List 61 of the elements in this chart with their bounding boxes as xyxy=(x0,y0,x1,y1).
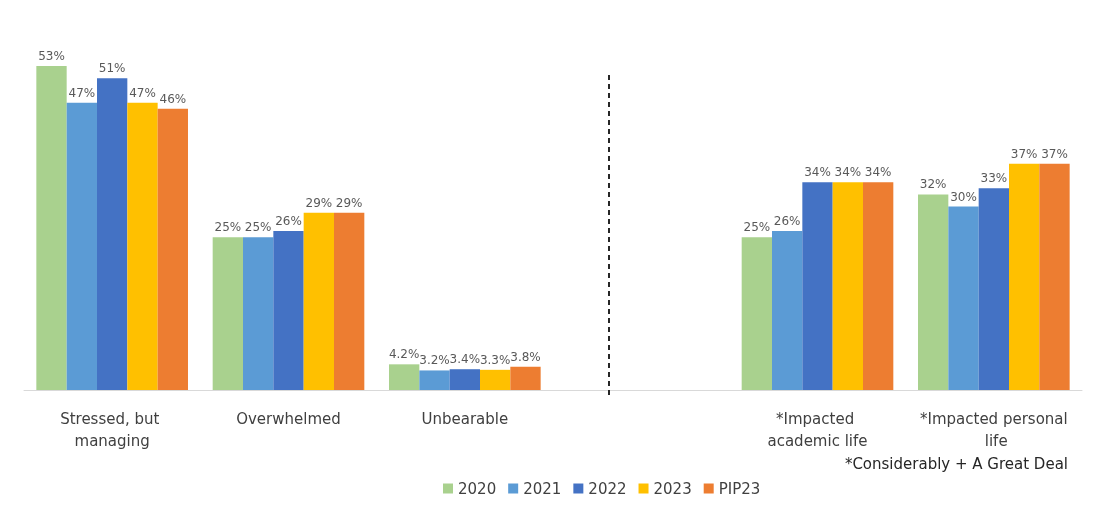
x-tick-label: *Impacted personal life xyxy=(920,410,1068,450)
bar xyxy=(243,237,274,390)
bar xyxy=(948,206,979,390)
legend-label: 2022 xyxy=(588,479,627,498)
bar xyxy=(449,369,480,390)
legend-label: 2023 xyxy=(653,479,692,498)
data-label: 47% xyxy=(129,85,156,100)
x-tick-label: Unbearable xyxy=(421,410,509,428)
data-label: 32% xyxy=(919,177,947,192)
bar xyxy=(802,182,833,390)
data-label: 3.8% xyxy=(510,349,541,364)
data-label: 51% xyxy=(98,61,126,76)
x-tick-label: *Impacted academic life xyxy=(767,410,868,450)
data-label: 29% xyxy=(305,195,333,210)
data-label: 25% xyxy=(743,220,771,235)
bar xyxy=(303,212,334,390)
legend-label: PIP23 xyxy=(718,479,761,498)
data-label: 47% xyxy=(68,85,96,100)
data-label: 34% xyxy=(804,165,831,180)
bar xyxy=(66,102,97,390)
bar xyxy=(419,370,450,390)
data-label: 53% xyxy=(38,49,65,63)
bar xyxy=(157,108,188,390)
bar xyxy=(1039,163,1070,390)
data-label: 3.2% xyxy=(419,353,450,368)
data-label: 37% xyxy=(1010,146,1038,161)
bar xyxy=(389,364,420,390)
data-label: 37% xyxy=(1041,146,1068,161)
bar xyxy=(978,188,1009,390)
legend-label: 2020 xyxy=(458,479,497,498)
data-label: 4.2% xyxy=(388,347,420,362)
data-label: 46% xyxy=(159,91,187,106)
data-label: 29% xyxy=(335,195,363,210)
bar xyxy=(510,366,541,390)
legend-label: 2021 xyxy=(523,479,562,498)
bar xyxy=(741,237,773,390)
x-tick-label: Overwhelmed xyxy=(236,410,341,428)
data-label: 26% xyxy=(773,214,801,229)
data-label: 34% xyxy=(864,165,892,180)
bar xyxy=(1009,163,1040,390)
data-label: 3.4% xyxy=(449,352,481,367)
bar xyxy=(127,102,158,390)
bar xyxy=(918,194,949,390)
data-label: 25% xyxy=(214,220,242,235)
bar xyxy=(772,231,803,390)
data-label: 26% xyxy=(275,214,302,229)
bar xyxy=(212,237,244,390)
data-label: 3.3% xyxy=(479,352,511,367)
x-tick-label: Stressed, but managing xyxy=(60,410,165,450)
bar xyxy=(97,78,128,390)
data-label: 33% xyxy=(980,171,1008,186)
data-label: 25% xyxy=(244,220,272,235)
text: *Considerably + A Great Deal xyxy=(844,454,1069,473)
bar xyxy=(862,182,894,390)
data-label: 34% xyxy=(834,165,862,180)
bar xyxy=(333,212,365,390)
bar xyxy=(832,182,863,390)
bar xyxy=(480,369,511,390)
data-label: 30% xyxy=(950,189,977,204)
bar xyxy=(273,231,304,390)
bar xyxy=(36,66,67,390)
